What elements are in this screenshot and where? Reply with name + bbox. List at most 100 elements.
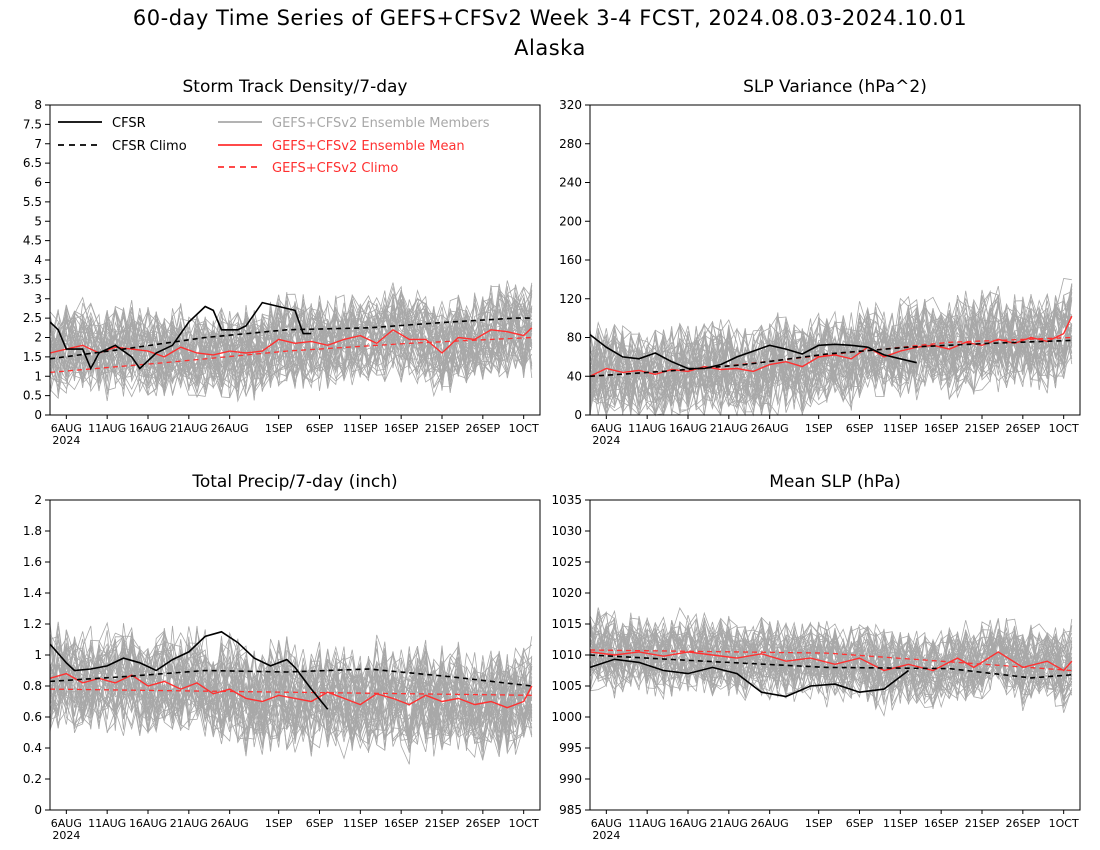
panel2-ensemble-member-line [589,285,1073,414]
panel3-plot-frame [49,499,541,811]
panel4-xtick-label: 21SEP [965,817,1000,830]
panel1-xtick-label: 6SEP [306,422,334,435]
panel1-ytick-label: 0.5 [23,389,42,403]
panel3-ytick-label: 0.8 [23,679,42,693]
panel1-ytick-label: 5.5 [23,195,42,209]
panel3-ytick-label: 1.2 [23,617,42,631]
panel4-xtick-label: 6AUG [591,817,622,830]
panel1-xtick-label: 26AUG [211,422,249,435]
panel3-xtick-label: 16SEP [384,817,419,830]
panel3-ensemble-member-line [49,630,533,747]
panel4-series-gefs-cfsv2-ensemble-mean [589,651,1073,672]
panel3-xtick-label: 11AUG [88,817,126,830]
panel3-ytick-label: 2 [34,493,42,507]
panel4-ytick-label: 995 [559,741,582,755]
panel1-xtick-label: 26SEP [466,422,501,435]
panel4-ytick-label: 1000 [551,710,582,724]
panel2-xtick-label: 6AUG [591,422,622,435]
panel1-ytick-label: 7.5 [23,117,42,131]
panel4-ytick-label: 1035 [551,493,582,507]
page-subtitle: Alaska [514,36,586,60]
panel4-ensemble-member-line [589,611,1073,701]
panel2-ensemble-member-line [589,300,1072,417]
panel3-ytick-label: 0.6 [23,710,42,724]
panel3-ensemble-member-line [49,639,533,755]
panel3-ensemble-member-line [49,645,533,749]
panel1-ytick-label: 7 [34,137,42,151]
panel3-ensemble-member-line [49,639,533,740]
panel4-xtick-label: 11SEP [883,817,918,830]
panel4-xtick-label: 1OCT [1049,817,1079,830]
panel3-xtick-label: 11SEP [343,817,378,830]
panel2-xtick-label: 21AUG [710,422,748,435]
panel1-xtick-label: 21AUG [170,422,208,435]
panel4-xtick-label: 26SEP [1006,817,1041,830]
panel1-ytick-label: 3 [34,292,42,306]
panel2-ensemble-member-line [589,291,1073,417]
panel4-ensemble-member-line [589,628,1073,705]
panel2-plot-frame [589,104,1081,416]
panel4-plot-frame [589,499,1081,811]
panel2-xtick-label: 1SEP [805,422,833,435]
panel3-xtick-label: 6AUG [51,817,82,830]
panel2-ytick-label: 280 [559,137,582,151]
panel3-series-cfsr [49,630,329,710]
panel2-series-cfsr-climo [589,339,1072,378]
panel2-year-label: 2024 [592,434,620,447]
panel1-plot-frame [49,104,541,416]
panel4-ensemble-member-line [589,622,1073,700]
panel1-ensemble-member-line [49,293,533,400]
legend-label-cfsr: CFSR [112,116,146,131]
panel3-series-gefs-cfsv2-ensemble-mean [49,672,533,709]
panel4-ensemble-member-line [589,612,1073,700]
panel3-xtick-label: 26SEP [466,817,501,830]
panel3-year-label: 2024 [52,829,80,842]
panel4-title: Mean SLP (hPa) [769,472,901,492]
panel4-ensemble-member-line [589,617,1073,711]
panel3-series-gefs-cfsv2-climo [49,688,532,696]
panel2-xtick-label: 26SEP [1006,422,1041,435]
panel3-xtick-label: 6SEP [306,817,334,830]
panel2-ensemble-member-line [589,297,1073,417]
panel3-ensemble-member-line [49,632,533,748]
panel3-ytick-label: 0.2 [23,772,42,786]
panel4-ytick-label: 985 [559,803,582,817]
legend-label-mean: GEFS+CFSv2 Ensemble Mean [272,139,465,154]
panel3-ytick-label: 1.4 [23,586,42,600]
panel4-year-label: 2024 [592,829,620,842]
panel1-ytick-label: 1.5 [23,350,42,364]
panel1-ensemble-member-line [49,286,533,391]
panel1-series-gefs-cfsv2-ensemble-mean [49,327,533,358]
panel3-ytick-label: 0 [34,803,42,817]
panel3-xtick-label: 1OCT [509,817,539,830]
panel2-ensemble-member-line [589,292,1073,403]
panel3-ensemble-member-line [49,621,533,746]
panel3-ytick-label: 1 [34,648,42,662]
panel2-ensemble-member-line [589,289,1073,411]
panel4-ytick-label: 1030 [551,524,582,538]
panel4-ytick-label: 1010 [551,648,582,662]
panel1-series-cfsr [49,301,312,371]
panel2-ytick-label: 80 [567,331,582,345]
legend-label-members: GEFS+CFSv2 Ensemble Members [272,116,490,131]
panel4-xtick-label: 16AUG [669,817,707,830]
panel1-ytick-label: 3.5 [23,272,42,286]
panel1-year-label: 2024 [52,434,80,447]
panel3-xtick-label: 16AUG [129,817,167,830]
panel3-xtick-label: 1SEP [265,817,293,830]
panel4-ytick-label: 1005 [551,679,582,693]
panel3-title: Total Precip/7-day (inch) [191,472,397,492]
panel4-xtick-label: 21AUG [710,817,748,830]
legend-label-cfsr-climo: CFSR Climo [112,139,187,154]
panel1-ensemble-member-line [49,290,533,399]
panel4-xtick-label: 6SEP [846,817,874,830]
panel1-xtick-label: 1OCT [509,422,539,435]
panel2-series-cfsr [589,333,917,370]
panel1-xtick-label: 1SEP [265,422,293,435]
panel3-ytick-label: 0.4 [23,741,42,755]
panel4-ytick-label: 1015 [551,617,582,631]
panel1-ensemble-member-line [49,298,532,391]
panel2-ytick-label: 240 [559,176,582,190]
panel1-title: Storm Track Density/7-day [183,77,408,97]
panel1-series-cfsr-climo [49,317,532,360]
